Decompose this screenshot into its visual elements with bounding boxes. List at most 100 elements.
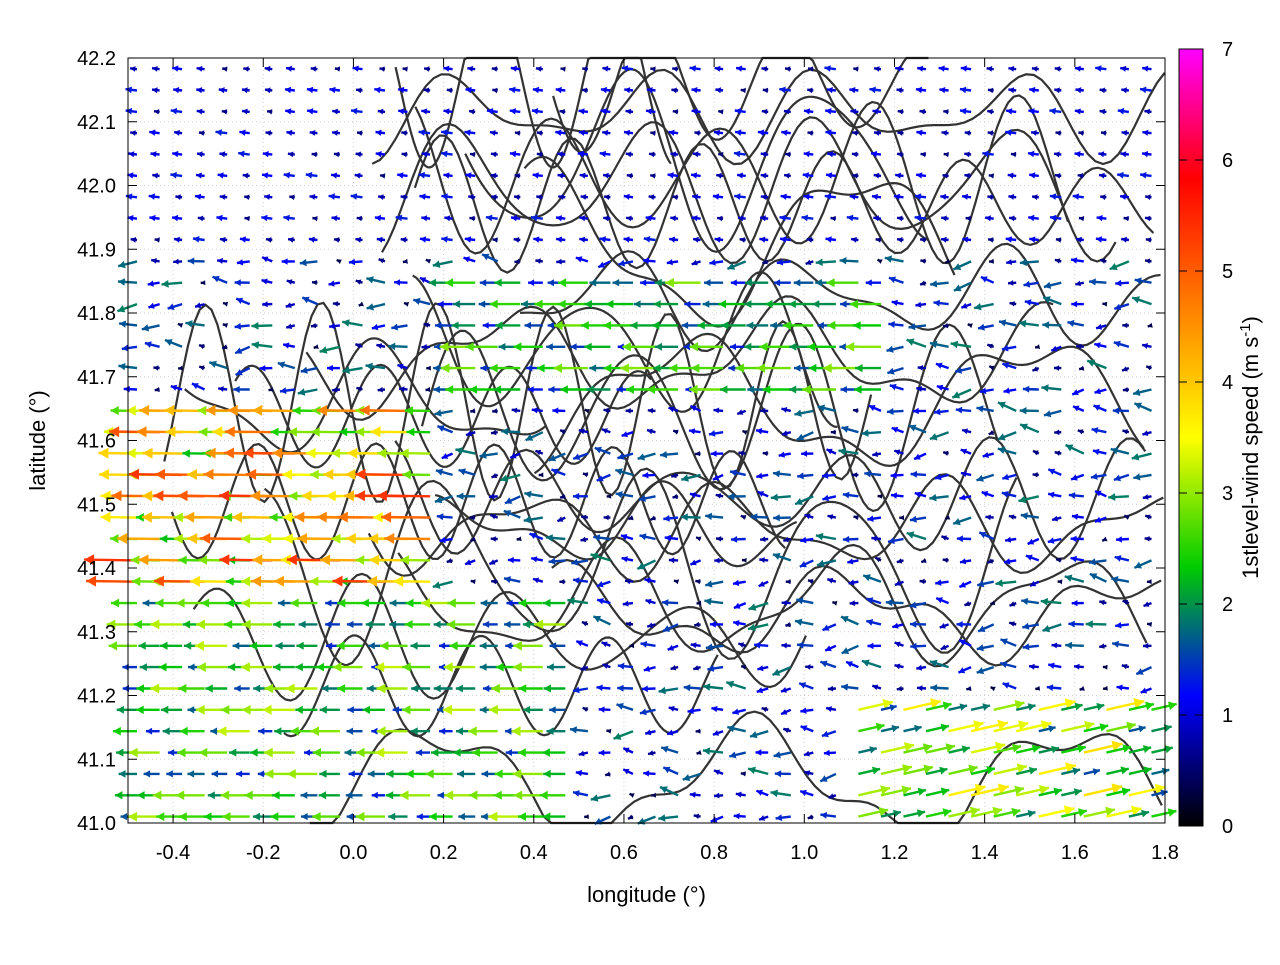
wind-arrow [514, 194, 520, 200]
wind-arrow [943, 109, 948, 114]
wind-arrow [353, 66, 363, 72]
wind-arrow [843, 492, 859, 499]
wind-arrow [196, 87, 204, 93]
y-tick-label: 41.5 [77, 494, 116, 516]
wind-arrow [909, 425, 926, 433]
wind-arrow [220, 237, 227, 243]
wind-arrow [936, 597, 948, 603]
wind-arrow [734, 813, 746, 819]
wind-arrow [367, 303, 385, 310]
wind-arrow [401, 237, 408, 243]
wind-arrow [1147, 579, 1152, 584]
wind-arrow [402, 470, 430, 479]
wind-arrow [556, 215, 565, 221]
x-tick-label: 1.0 [790, 842, 818, 864]
wind-arrow [978, 324, 994, 331]
wind-arrow [1145, 194, 1151, 200]
wind-arrow [713, 475, 723, 481]
wind-arrow [1041, 384, 1061, 392]
wind-arrow [930, 432, 949, 440]
wind-arrow [985, 215, 994, 221]
wind-arrow [375, 215, 385, 221]
wind-arrow [491, 152, 498, 158]
wind-arrow [419, 194, 430, 200]
wind-arrow [823, 624, 836, 630]
wind-arrow [1008, 66, 1016, 72]
wind-arrow [1145, 216, 1152, 222]
wind-arrow [1065, 575, 1084, 582]
wind-arrow [1032, 66, 1039, 72]
wind-arrow [1033, 472, 1039, 477]
wind-arrow [1055, 451, 1062, 456]
y-axis-ticks: 41.041.141.241.341.441.541.641.741.841.9… [77, 48, 1165, 835]
wind-arrow [1147, 622, 1152, 627]
wind-arrow [1021, 598, 1039, 605]
wind-arrow [697, 321, 723, 329]
wind-arrow [892, 300, 904, 306]
wind-arrow [518, 812, 543, 821]
x-tick-label: 0.8 [700, 842, 728, 864]
wind-arrow [854, 385, 881, 393]
wind-arrow [961, 449, 971, 455]
wind-arrow [1043, 624, 1062, 632]
wind-arrow [750, 731, 768, 738]
wind-arrow [1009, 514, 1016, 519]
wind-arrow [263, 151, 273, 157]
wind-arrow [1049, 108, 1061, 115]
wind-arrow [936, 363, 949, 369]
wind-arrow [307, 108, 317, 114]
wind-arrow [854, 515, 859, 520]
wind-arrow [703, 747, 723, 755]
wind-arrow [285, 87, 295, 93]
x-tick-label: 1.2 [881, 842, 909, 864]
wind-arrow [155, 237, 160, 242]
wind-arrow [239, 130, 249, 136]
wind-arrow [576, 770, 588, 776]
wind-arrow [209, 361, 227, 368]
wind-arrow [403, 259, 408, 264]
wind-arrow [1009, 216, 1016, 222]
wind-arrow [219, 151, 227, 157]
wind-arrow [1069, 492, 1084, 499]
wind-arrow [897, 237, 904, 243]
wind-arrow [907, 531, 926, 539]
wind-arrow [920, 281, 926, 286]
wind-arrow [1123, 429, 1129, 434]
wind-arrow [756, 749, 769, 756]
wind-arrow [233, 642, 250, 649]
wind-arrow [622, 431, 633, 437]
wind-arrow [667, 730, 678, 736]
wind-arrow [1003, 682, 1017, 688]
wind-arrow [1112, 641, 1129, 648]
wind-arrow [199, 344, 205, 349]
wind-arrow [391, 324, 407, 331]
wind-arrow [337, 260, 342, 265]
x-tick-label: 0.2 [430, 842, 458, 864]
wind-arrow [457, 770, 475, 778]
wind-arrow [996, 579, 1017, 587]
wind-arrow [286, 130, 294, 136]
wind-arrow [858, 746, 876, 753]
wind-arrow [1100, 88, 1107, 94]
wind-arrow [1152, 702, 1177, 711]
wind-arrow [694, 814, 701, 819]
wind-arrow [1144, 602, 1152, 607]
wind-arrow [784, 173, 791, 179]
wind-arrow [270, 812, 294, 821]
wind-arrow [560, 109, 566, 115]
wind-arrow [670, 215, 678, 221]
wind-arrow [151, 151, 160, 157]
wind-arrow [319, 791, 340, 799]
wind-arrow [130, 130, 137, 136]
wind-arrow [1117, 172, 1129, 179]
wind-arrow [433, 581, 453, 589]
wind-arrow [898, 109, 904, 115]
wind-arrow [762, 109, 768, 115]
wind-arrow [570, 726, 588, 733]
x-tick-label: 0.4 [520, 842, 548, 864]
wind-arrow [310, 130, 318, 136]
wind-arrow [998, 402, 1016, 411]
wind-arrow [966, 686, 971, 691]
wind-arrow [774, 751, 791, 758]
wind-arrow [390, 599, 408, 607]
